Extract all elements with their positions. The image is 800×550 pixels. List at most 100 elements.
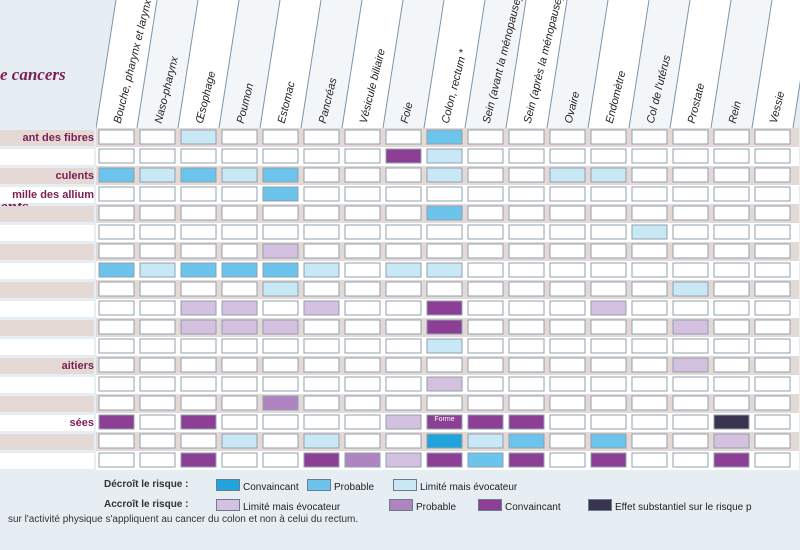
matrix-cell-empty (98, 319, 135, 335)
matrix-cell-empty (139, 148, 176, 164)
matrix-cell-empty (221, 376, 258, 392)
matrix-cell-empty (631, 338, 668, 354)
matrix-cell-empty (754, 205, 791, 221)
matrix-cell-empty (549, 452, 586, 468)
matrix-cell-empty (467, 243, 504, 259)
matrix-cell-dl (467, 433, 504, 449)
matrix-cell-empty (262, 452, 299, 468)
matrix-cell-empty (221, 129, 258, 145)
row-label (0, 434, 94, 450)
matrix-cell-ip (344, 452, 381, 468)
column-divider (218, 0, 240, 128)
matrix-cell-empty (590, 243, 627, 259)
matrix-cell-empty (754, 300, 791, 316)
matrix-cell-empty (590, 319, 627, 335)
matrix-cell-empty (467, 129, 504, 145)
matrix-cell-dl (426, 262, 463, 278)
matrix-cell-il (221, 319, 258, 335)
matrix-cell-empty (385, 224, 422, 240)
matrix-cell-empty (508, 224, 545, 240)
matrix-cell-empty (590, 262, 627, 278)
matrix-cell-empty (672, 186, 709, 202)
matrix-cell-empty (385, 205, 422, 221)
matrix-cell-empty (221, 452, 258, 468)
matrix-cell-empty (344, 300, 381, 316)
matrix-cell-empty (98, 452, 135, 468)
matrix-cell-empty (754, 338, 791, 354)
matrix-cell-empty (590, 338, 627, 354)
matrix-cell-ic (426, 414, 463, 430)
matrix-cell-empty (631, 148, 668, 164)
matrix-cell-empty (590, 205, 627, 221)
matrix-cell-empty (672, 129, 709, 145)
matrix-cell-dp (180, 167, 217, 183)
column-divider (423, 0, 445, 128)
matrix-cell-empty (303, 205, 340, 221)
matrix-cell-empty (754, 186, 791, 202)
matrix-cell-empty (713, 300, 750, 316)
column-divider (177, 0, 199, 128)
matrix-cell-empty (631, 129, 668, 145)
matrix-cell-empty (139, 376, 176, 392)
matrix-cell-empty (713, 243, 750, 259)
matrix-cell-empty (139, 205, 176, 221)
matrix-cell-empty (672, 300, 709, 316)
legend-label: Limité mais évocateur (420, 482, 518, 493)
matrix-cell-empty (139, 357, 176, 373)
row-labels: ant des fibres culents mille des allium ait… (0, 128, 96, 472)
matrix-cell-dl (426, 167, 463, 183)
matrix-cell-empty (549, 300, 586, 316)
matrix-cell-empty (549, 148, 586, 164)
matrix-cell-empty (508, 243, 545, 259)
matrix-cell-empty (426, 281, 463, 297)
cell-note: Forme (434, 416, 454, 423)
matrix-cell-empty (139, 452, 176, 468)
matrix-cell-empty (303, 129, 340, 145)
matrix-cell-empty (631, 186, 668, 202)
matrix-cell-empty (549, 395, 586, 411)
matrix-cell-empty (98, 148, 135, 164)
matrix-cell-empty (303, 224, 340, 240)
row-label-text: ant des fibres (22, 132, 94, 144)
matrix-cell-dl (672, 281, 709, 297)
matrix-cell-empty (98, 129, 135, 145)
matrix-cell-ic (180, 452, 217, 468)
matrix-cell-dl (385, 262, 422, 278)
matrix-cell-empty (754, 433, 791, 449)
matrix-cell-dp (508, 433, 545, 449)
matrix-cell-dl (303, 262, 340, 278)
matrix-cell-empty (139, 281, 176, 297)
legend-swatch (393, 479, 417, 491)
row-label (0, 244, 94, 260)
matrix-cell-ic (590, 452, 627, 468)
matrix-cell-empty (631, 300, 668, 316)
legend-item: Convaincant (216, 479, 299, 493)
legend-swatch (389, 499, 413, 511)
column-header-band (752, 0, 800, 128)
matrix-cell-empty (672, 338, 709, 354)
matrix-cell-dl (631, 224, 668, 240)
matrix-cell-empty (262, 433, 299, 449)
matrix-cell-il (672, 319, 709, 335)
matrix-cell-empty (262, 129, 299, 145)
matrix-cell-empty (344, 186, 381, 202)
legend-swatch (216, 499, 240, 511)
matrix-cell-empty (180, 376, 217, 392)
matrix-cell-il (262, 319, 299, 335)
matrix-cell-empty (713, 224, 750, 240)
matrix-cell-empty (590, 224, 627, 240)
legend-swatch (588, 499, 612, 511)
matrix-cell-il (385, 414, 422, 430)
matrix-cell-empty (221, 357, 258, 373)
legend-item: Probable (389, 499, 456, 513)
matrix-cell-empty (385, 186, 422, 202)
matrix-cell-empty (590, 357, 627, 373)
row-label (0, 377, 94, 393)
matrix-cell-dl (590, 167, 627, 183)
matrix-cell-empty (139, 186, 176, 202)
matrix-cell-empty (631, 281, 668, 297)
row-label (0, 206, 94, 222)
matrix-cell-dp (262, 167, 299, 183)
matrix-cell-empty (180, 186, 217, 202)
